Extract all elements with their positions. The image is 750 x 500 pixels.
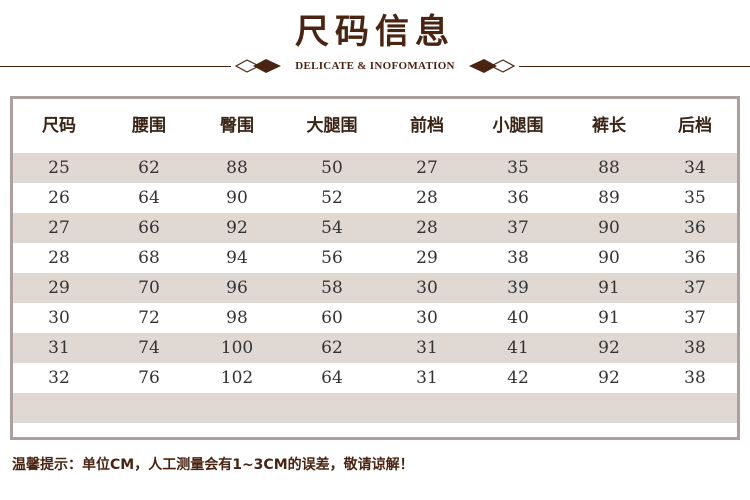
- table-row: 25 62 88 50 27 35 88 34: [13, 153, 737, 183]
- table-cell: 90: [598, 218, 620, 238]
- table-cell: 28: [416, 218, 438, 238]
- table-cell: 39: [507, 278, 529, 298]
- column-header: 大腿围: [306, 116, 358, 136]
- table-cell: 72: [138, 308, 160, 328]
- column-header: 裤长: [592, 116, 626, 136]
- table-cell: 26: [48, 188, 70, 208]
- table-cell: 29: [48, 278, 70, 298]
- table-cell: 37: [507, 218, 529, 238]
- table-cell: 27: [48, 218, 70, 238]
- column-header: 后档: [678, 116, 712, 136]
- column-header: 前档: [410, 116, 444, 136]
- table-cell: 62: [138, 158, 160, 178]
- table-cell: 35: [684, 188, 706, 208]
- table-cell: 66: [138, 218, 160, 238]
- table-cell: 56: [321, 248, 343, 268]
- table-row: 30 72 98 60 30 40 91 37: [13, 303, 737, 333]
- subtitle: DELICATE & INOFOMATION: [295, 60, 455, 72]
- table-cell: 38: [684, 368, 706, 388]
- table-cell: 36: [684, 218, 706, 238]
- table-cell: 92: [598, 368, 620, 388]
- table-cell: 31: [416, 368, 438, 388]
- table-cell: 25: [48, 158, 70, 178]
- table-cell: 30: [416, 278, 438, 298]
- table-cell: 64: [321, 368, 343, 388]
- table-cell: 98: [226, 308, 248, 328]
- table-cell: 32: [48, 368, 70, 388]
- table-cell: 42: [507, 368, 529, 388]
- table-cell: 76: [138, 368, 160, 388]
- table-cell: 89: [598, 188, 620, 208]
- table-cell: 28: [48, 248, 70, 268]
- table-cell: 90: [598, 248, 620, 268]
- column-header: 尺码: [42, 116, 76, 136]
- table-cell: 35: [507, 158, 529, 178]
- table-cell: 31: [48, 338, 70, 358]
- subtitle-banner: DELICATE & INOFOMATION: [0, 58, 750, 74]
- divider-left: [0, 65, 232, 67]
- table-cell: 52: [321, 188, 343, 208]
- table-cell: 102: [220, 368, 254, 388]
- table-cell: 29: [416, 248, 438, 268]
- table-row: 26 64 90 52 28 36 89 35: [13, 183, 737, 213]
- table-cell: 62: [321, 338, 343, 358]
- table-cell: 50: [321, 158, 343, 178]
- table-cell: 36: [684, 248, 706, 268]
- table-cell: 30: [416, 308, 438, 328]
- table-cell: 88: [598, 158, 620, 178]
- table-cell: 64: [138, 188, 160, 208]
- table-cell: 40: [507, 308, 529, 328]
- table-cell: 74: [138, 338, 160, 358]
- table-cell: 54: [321, 218, 343, 238]
- table-cell: 28: [416, 188, 438, 208]
- page-title: 尺码信息: [295, 12, 455, 52]
- table-row: 27 66 92 54 28 37 90 36: [13, 213, 737, 243]
- table-cell: 60: [321, 308, 343, 328]
- table-cell: 88: [226, 158, 248, 178]
- table-cell: 41: [507, 338, 529, 358]
- table-cell: 92: [226, 218, 248, 238]
- table-cell: 70: [138, 278, 160, 298]
- table-cell: 38: [684, 338, 706, 358]
- table-cell: 34: [684, 158, 706, 178]
- column-header: 臀围: [220, 116, 254, 136]
- table-row: 28 68 94 56 29 38 90 36: [13, 243, 737, 273]
- diamond-ornament-left-icon: [235, 59, 282, 73]
- size-note: 温馨提示：单位CM，人工测量会有1~3CM的误差，敬请谅解！: [12, 457, 414, 473]
- table-cell: 38: [507, 248, 529, 268]
- divider-right: [518, 65, 750, 67]
- table-cell: 91: [598, 278, 620, 298]
- table-cell: 37: [684, 278, 706, 298]
- table-header-row: 尺码 腰围 臀围 大腿围 前档 小腿围 裤长 后档: [13, 99, 737, 153]
- table-cell: 36: [507, 188, 529, 208]
- table-cell: 37: [684, 308, 706, 328]
- table-cell: 68: [138, 248, 160, 268]
- table-cell: 58: [321, 278, 343, 298]
- table-cell: 27: [416, 158, 438, 178]
- column-header: 小腿围: [492, 116, 544, 136]
- table-row: 32 76 102 64 31 42 92 38: [13, 363, 737, 393]
- table-row: 31 74 100 62 31 41 92 38: [13, 333, 737, 363]
- table-cell: 96: [226, 278, 248, 298]
- table-cell: 90: [226, 188, 248, 208]
- table-cell: 100: [220, 338, 254, 358]
- table-cell: 92: [598, 338, 620, 358]
- table-row: 29 70 96 58 30 39 91 37: [13, 273, 737, 303]
- table-cell: 31: [416, 338, 438, 358]
- table-cell: 94: [226, 248, 248, 268]
- size-table: 尺码 腰围 臀围 大腿围 前档 小腿围 裤长 后档 25 62 88 50 27 35 88 34 26 64 90…: [10, 96, 740, 440]
- column-header: 腰围: [132, 116, 166, 136]
- diamond-ornament-right-icon: [468, 59, 515, 73]
- table-cell: 91: [598, 308, 620, 328]
- table-row: [13, 393, 737, 423]
- table-cell: 30: [48, 308, 70, 328]
